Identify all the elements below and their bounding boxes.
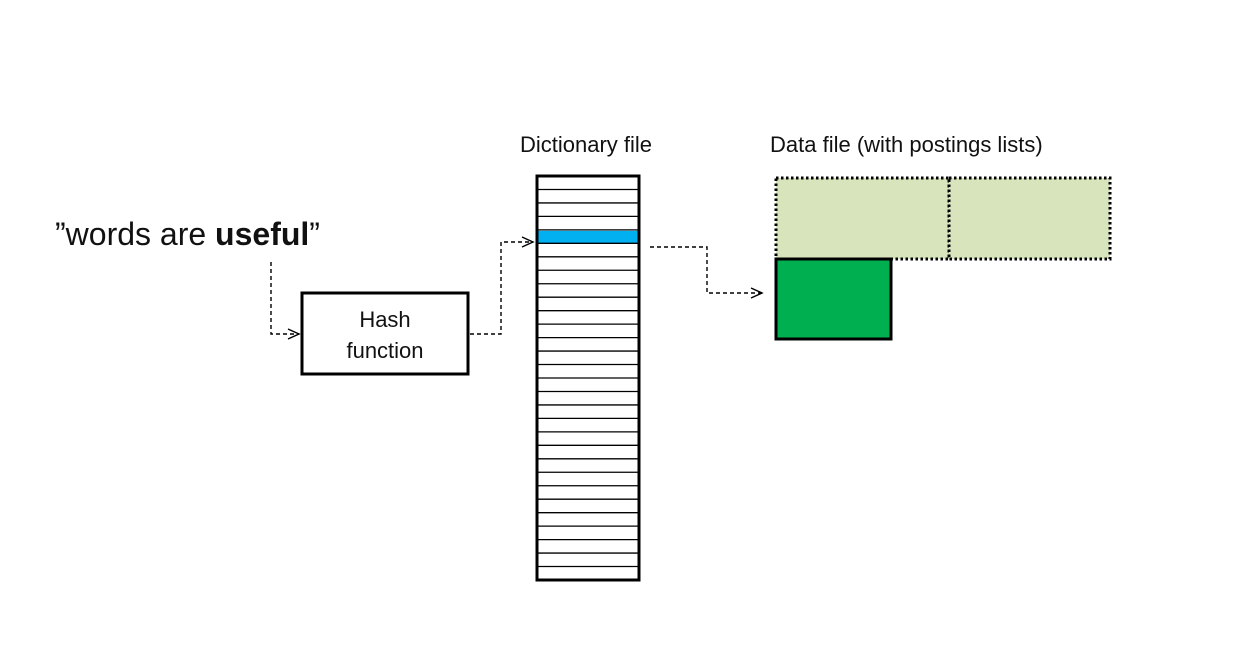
query-close-quote: ” [309, 216, 320, 252]
query-text: ”words are useful” [55, 216, 320, 252]
posting-block-inactive-1 [774, 176, 951, 261]
dictionary-slot-highlighted [537, 230, 639, 244]
arrow-query-to-hash [270, 262, 301, 340]
arrow-hash-to-dictionary [470, 236, 535, 335]
query-open-quote: ” [55, 216, 66, 252]
posting-block-inactive-2 [947, 176, 1112, 261]
posting-block-active [774, 257, 893, 341]
query-bold-word: useful [215, 216, 309, 252]
hash-function-label-line2: function [346, 338, 423, 363]
hash-function-box [300, 291, 470, 376]
dictionary-file-frame [535, 174, 641, 582]
arrow-dictionary-to-posting [650, 246, 764, 299]
data-file-title: Data file (with postings lists) [770, 132, 1043, 157]
dictionary-slots [537, 188, 639, 568]
hash-function-label-line1: Hash [359, 307, 410, 332]
query-plain-text: words are [65, 216, 215, 252]
dictionary-file-title: Dictionary file [520, 132, 652, 157]
